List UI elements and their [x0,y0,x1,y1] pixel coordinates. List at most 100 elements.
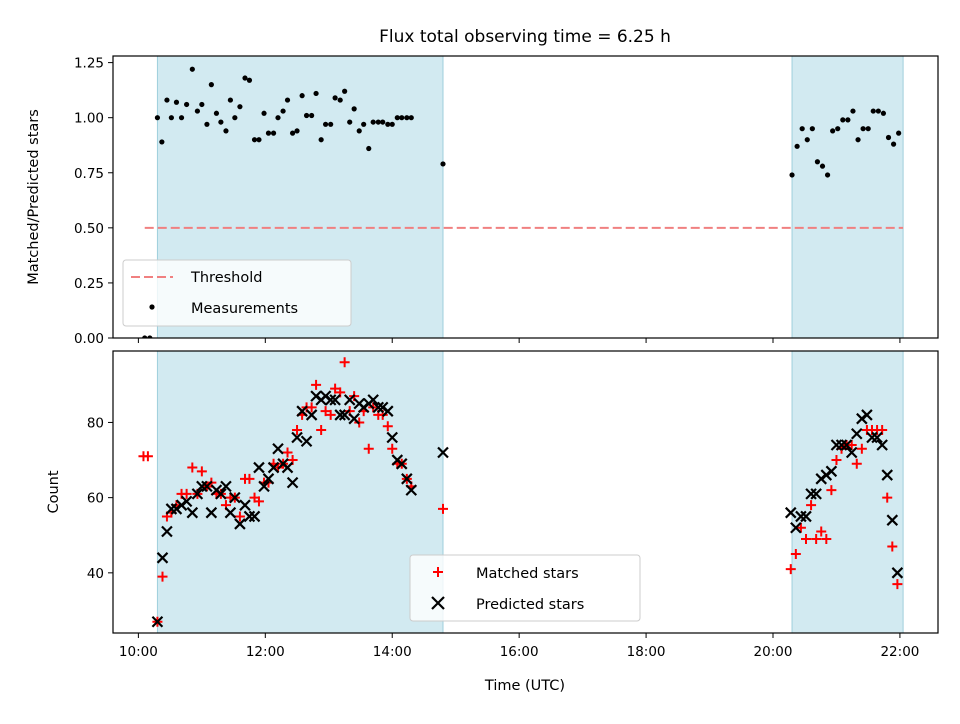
predicted-star-point-59 [805,488,817,500]
measurement-point-64 [824,172,831,178]
top-y-tick-label-2: 0.50 [74,221,104,237]
matched-star-point-65 [826,485,837,496]
predicted-star-point-41 [348,412,360,425]
top-marks [142,66,902,338]
predicted-star-point-65 [835,439,848,451]
predicted-star-point-18 [239,499,251,511]
predicted-star-point-39 [338,409,351,421]
measurement-point-42 [347,119,353,125]
measurement-point-49 [380,119,386,125]
top-shaded-interval-1 [791,55,904,339]
measurement-point-20 [242,75,248,81]
measurement-point-39 [332,95,338,101]
predicted-star-point-60 [810,488,822,500]
measurement-point-21 [246,77,253,83]
measurement-point-58 [794,143,800,149]
matched-star-point-41 [339,357,350,368]
predicted-star-point-54 [437,446,449,459]
predicted-star-point-13 [215,488,227,500]
predicted-star-point-15 [224,506,237,519]
matched-star-point-23 [253,496,264,507]
measurement-point-12 [204,121,210,127]
measurement-point-37 [322,121,329,127]
matched-star-point-71 [856,443,867,454]
predicted-star-point-72 [871,431,883,444]
measurement-point-6 [173,99,180,105]
top-y-tick-label-5: 1.25 [74,56,104,72]
bottom-y-axis-label: Count [46,470,62,513]
matched-star-point-19 [234,511,245,522]
bottom-panel: 40 60 80 10:00 12:00 14:00 16:00 18:00 20:00 22:0… [87,350,939,660]
matched-star-point-50 [382,421,393,432]
chart-title: Flux total observing time = 6.25 h [379,27,671,47]
predicted-star-point-52 [401,473,413,485]
predicted-star-point-75 [886,514,899,526]
measurement-point-43 [351,106,357,112]
predicted-star-point-68 [850,427,863,440]
predicted-star-point-67 [845,446,858,459]
measurement-point-67 [840,117,846,123]
measurement-point-51 [389,121,395,127]
measurement-point-68 [845,117,851,123]
matched-star-point-76 [882,492,893,503]
predicted-star-point-48 [382,405,394,417]
predicted-star-point-38 [334,409,346,421]
legend-threshold-label: Threshold [190,270,262,286]
predicted-star-point-55 [784,506,797,519]
measurement-point-26 [270,130,277,136]
matched-star-point-29 [282,447,293,458]
measurement-point-2 [154,115,161,121]
matched-star-point-60 [801,534,811,544]
predicted-star-point-22 [258,480,270,493]
predicted-star-point-29 [291,431,303,444]
matched-star-point-9 [187,462,198,473]
measurement-point-55 [408,115,414,121]
matched-star-point-1 [142,451,153,462]
predicted-star-point-76 [891,567,904,579]
measurement-point-77 [890,141,897,147]
bottom-y-tick-label-2: 80 [87,415,104,431]
predicted-star-point-49 [386,431,399,444]
predicted-star-point-56 [790,521,802,534]
legend-matched-swatch [433,567,443,577]
measurement-point-35 [313,90,319,97]
measurement-point-66 [835,126,841,132]
matched-star-point-39 [330,383,341,394]
predicted-star-point-71 [866,431,878,444]
bottom-legend-box [409,554,641,622]
bottom-y-tick-label-1: 60 [87,491,104,507]
predicted-star-point-46 [372,401,385,414]
measurement-point-70 [855,137,861,143]
measurement-point-69 [850,108,856,114]
matched-star-point-46 [363,443,374,454]
predicted-star-point-70 [861,409,873,421]
predicted-star-point-17 [234,518,246,530]
predicted-star-point-58 [800,510,812,523]
predicted-star-point-37 [329,394,341,406]
matched-star-point-59 [795,522,806,533]
predicted-star-point-27 [281,461,294,474]
measurement-point-24 [261,110,267,116]
predicted-star-point-16 [229,491,241,504]
measurement-point-62 [814,159,821,165]
x-tick-label-0: 10:00 [119,644,158,660]
predicted-star-point-11 [205,506,218,519]
measurement-point-34 [309,112,315,119]
legend-matched-label: Matched stars [476,566,579,582]
matched-star-point-56 [438,503,448,514]
predicted-star-point-19 [243,510,256,523]
measurement-point-19 [237,104,243,110]
predicted-star-point-0 [151,615,164,628]
matched-star-point-66 [831,455,842,466]
measurement-point-74 [875,108,881,114]
measurement-point-75 [880,110,887,116]
measurement-point-27 [275,115,281,121]
measurement-point-40 [337,97,343,103]
top-y-axis-label: Matched/Predicted stars [26,109,42,285]
predicted-star-point-73 [876,439,888,451]
measurement-point-15 [218,119,224,125]
measurement-point-0 [142,335,148,338]
measurement-point-36 [318,137,324,143]
matched-star-point-31 [292,424,303,435]
measurement-point-65 [830,128,836,134]
